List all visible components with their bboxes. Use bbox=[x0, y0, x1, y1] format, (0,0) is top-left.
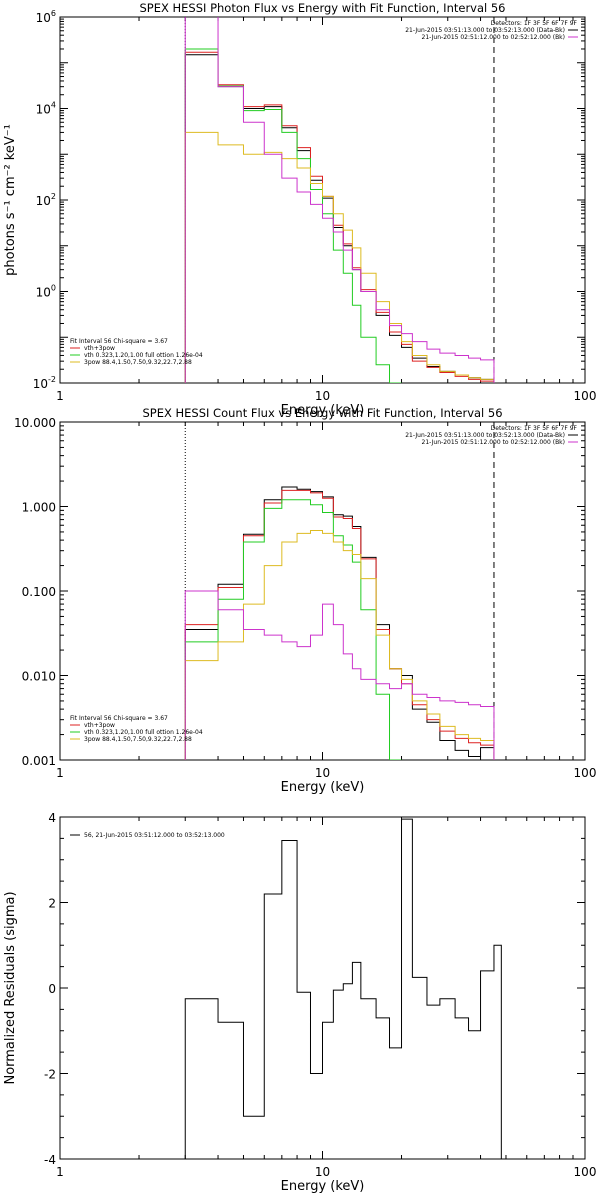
y-tick-label: 10-2 bbox=[33, 375, 56, 391]
x-tick-label: 10 bbox=[315, 1165, 330, 1179]
x-tick-label: 10 bbox=[315, 389, 330, 403]
series-line-bk bbox=[184, 17, 495, 383]
y-tick-label: -4 bbox=[44, 1153, 56, 1167]
y-tick-label: 2 bbox=[48, 897, 56, 911]
fit-info-label: Fit Interval 56 Chi-square = 3.67 bbox=[70, 338, 168, 345]
chart-title: SPEX HESSI Count Flux vs Energy with Fit… bbox=[142, 406, 502, 420]
y-tick-base: 10 bbox=[36, 103, 51, 117]
y-tick-base: 10 bbox=[36, 194, 51, 208]
x-tick-label: 100 bbox=[574, 389, 597, 403]
series-line-vth bbox=[184, 48, 402, 383]
series-group bbox=[184, 17, 495, 383]
series-group bbox=[184, 818, 502, 1159]
x-axis-label: Energy (keV) bbox=[281, 403, 365, 418]
series-line-bk bbox=[184, 590, 495, 760]
fit-info-label: Fit Interval 56 Chi-square = 3.67 bbox=[70, 715, 168, 722]
x-tick-label: 10 bbox=[315, 766, 330, 780]
y-tick-label: 102 bbox=[36, 192, 56, 208]
time-range-label: 21-Jun-2015 03:51:13.000 to 03:52:13.000… bbox=[405, 432, 565, 439]
y-tick-label: 0.010 bbox=[22, 670, 56, 684]
y-tick-exponent: 6 bbox=[51, 9, 56, 18]
plot-frame bbox=[59, 421, 586, 761]
y-axis-label: Normalized Residuals (sigma) bbox=[3, 891, 18, 1084]
time-range-label: 21-Jun-2015 02:51:12.000 to 02:52:12.000… bbox=[422, 34, 565, 41]
series-line-56-21-jun-2015-03-51-12-000-to-03-52-13-000 bbox=[184, 818, 502, 1159]
y-tick-label: 10.000 bbox=[14, 416, 56, 430]
plot-frame bbox=[59, 816, 586, 1160]
series-line-vth-3pow bbox=[184, 51, 495, 383]
y-tick-label: 106 bbox=[36, 9, 56, 25]
detectors-label: Detectors: 1F 3F 5F 6F 7F 9F bbox=[491, 425, 578, 432]
legend-entry: vth+3pow bbox=[84, 345, 115, 352]
y-tick-label: 0.001 bbox=[22, 754, 56, 768]
series-line-vth-3pow bbox=[184, 489, 495, 760]
y-tick-exponent: 0 bbox=[51, 284, 56, 293]
series-line-vth bbox=[184, 499, 402, 760]
legend-entry: 56, 21-Jun-2015 03:51:12.000 to 03:52:13… bbox=[84, 832, 225, 839]
y-tick-label: 0 bbox=[48, 982, 56, 996]
series-line-data-bk bbox=[184, 486, 495, 760]
y-axis-label: photons s⁻¹ cm⁻² keV⁻¹ bbox=[3, 124, 18, 276]
y-tick-exponent: 2 bbox=[51, 192, 56, 201]
y-tick-label: 1.000 bbox=[22, 501, 56, 515]
chart-resid: 1 10 100 4 2 0 -2 -4 Energy (keV) Normalized Resi… bbox=[3, 811, 596, 1194]
y-tick-label: -2 bbox=[44, 1068, 56, 1082]
chart-count: 1 10 100 10.000 1.000 0.100 0.010 0.001 SPEX HES… bbox=[14, 406, 596, 795]
y-tick-label: 4 bbox=[48, 811, 56, 825]
chart-title: SPEX HESSI Photon Flux vs Energy with Fi… bbox=[139, 1, 505, 15]
y-tick-base: 10 bbox=[36, 11, 51, 25]
y-tick-base: 10 bbox=[33, 377, 48, 391]
series-line-data-bk bbox=[184, 54, 495, 383]
legend-entry: vth+3pow bbox=[84, 722, 115, 729]
legend-entry: vth 0.323,1.20,1.00 full ottion 1.26e-04 bbox=[84, 352, 203, 359]
legend-entry: 3pow 88.4,1.50,7.50,9.32,22.7,2.88 bbox=[84, 359, 192, 366]
time-range-label: 21-Jun-2015 03:51:13.000 to 03:52:13.000… bbox=[405, 27, 565, 34]
series-group bbox=[184, 486, 495, 760]
y-tick-label: 0.100 bbox=[22, 585, 56, 599]
y-tick-exponent: -2 bbox=[48, 375, 56, 384]
time-range-label: 21-Jun-2015 02:51:12.000 to 02:52:12.000… bbox=[422, 439, 565, 446]
y-tick-label: 104 bbox=[36, 101, 56, 117]
x-tick-label: 100 bbox=[574, 766, 597, 780]
y-tick-exponent: 4 bbox=[51, 101, 56, 110]
detectors-label: Detectors: 1F 3F 5F 6F 7F 9F bbox=[491, 20, 578, 27]
x-axis-label: Energy (keV) bbox=[281, 1179, 365, 1194]
x-tick-label: 100 bbox=[574, 1165, 597, 1179]
x-axis-label: Energy (keV) bbox=[281, 780, 365, 795]
y-tick-label: 100 bbox=[36, 284, 56, 300]
x-tick-label: 1 bbox=[56, 766, 64, 780]
legend-entry: vth 0.323,1.20,1.00 full ottion 1.26e-04 bbox=[84, 729, 203, 736]
series-line-3pow bbox=[184, 131, 495, 383]
x-tick-label: 1 bbox=[56, 389, 64, 403]
series-line-3pow bbox=[184, 529, 495, 760]
x-tick-label: 1 bbox=[56, 1165, 64, 1179]
legend-entry: 3pow 88.4,1.50,7.50,9.32,22.7,2.88 bbox=[84, 736, 192, 743]
y-tick-base: 10 bbox=[36, 286, 51, 300]
